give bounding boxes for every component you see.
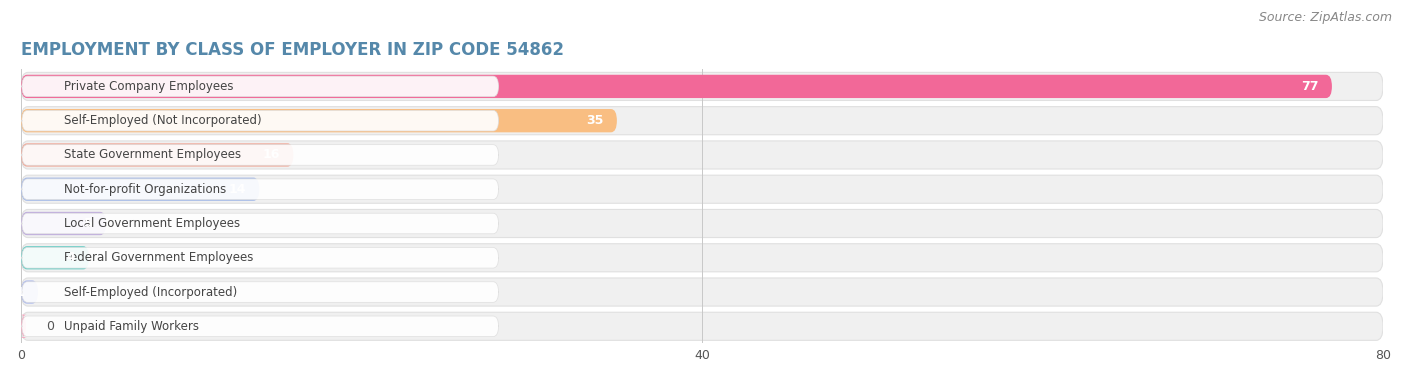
FancyBboxPatch shape: [21, 312, 1384, 340]
FancyBboxPatch shape: [20, 315, 27, 338]
FancyBboxPatch shape: [22, 110, 499, 131]
FancyBboxPatch shape: [22, 247, 499, 268]
FancyBboxPatch shape: [22, 179, 499, 199]
Text: Source: ZipAtlas.com: Source: ZipAtlas.com: [1258, 11, 1392, 24]
Text: Private Company Employees: Private Company Employees: [63, 80, 233, 93]
FancyBboxPatch shape: [21, 107, 1384, 135]
Text: 0: 0: [46, 320, 55, 333]
FancyBboxPatch shape: [22, 76, 499, 97]
FancyBboxPatch shape: [21, 175, 1384, 203]
Text: Not-for-profit Organizations: Not-for-profit Organizations: [63, 183, 226, 196]
FancyBboxPatch shape: [21, 109, 617, 132]
Text: 4: 4: [66, 251, 76, 264]
FancyBboxPatch shape: [21, 143, 294, 167]
Text: State Government Employees: State Government Employees: [63, 149, 240, 161]
FancyBboxPatch shape: [21, 210, 1384, 238]
FancyBboxPatch shape: [21, 278, 1384, 306]
FancyBboxPatch shape: [22, 145, 499, 165]
Text: Local Government Employees: Local Government Employees: [63, 217, 239, 230]
Text: 16: 16: [263, 149, 280, 161]
FancyBboxPatch shape: [21, 280, 38, 304]
Text: 77: 77: [1301, 80, 1319, 93]
Text: 35: 35: [586, 114, 603, 127]
FancyBboxPatch shape: [21, 212, 105, 235]
Text: Federal Government Employees: Federal Government Employees: [63, 251, 253, 264]
FancyBboxPatch shape: [21, 75, 1331, 98]
FancyBboxPatch shape: [21, 72, 1384, 100]
Text: 1: 1: [15, 285, 24, 299]
FancyBboxPatch shape: [22, 282, 499, 302]
Text: 5: 5: [84, 217, 93, 230]
FancyBboxPatch shape: [22, 213, 499, 234]
Text: Self-Employed (Not Incorporated): Self-Employed (Not Incorporated): [63, 114, 262, 127]
Text: Unpaid Family Workers: Unpaid Family Workers: [63, 320, 198, 333]
Text: EMPLOYMENT BY CLASS OF EMPLOYER IN ZIP CODE 54862: EMPLOYMENT BY CLASS OF EMPLOYER IN ZIP C…: [21, 41, 564, 60]
FancyBboxPatch shape: [22, 316, 499, 337]
FancyBboxPatch shape: [21, 178, 259, 201]
FancyBboxPatch shape: [21, 244, 1384, 272]
Text: 14: 14: [228, 183, 246, 196]
Text: Self-Employed (Incorporated): Self-Employed (Incorporated): [63, 285, 236, 299]
FancyBboxPatch shape: [21, 246, 89, 270]
FancyBboxPatch shape: [21, 141, 1384, 169]
